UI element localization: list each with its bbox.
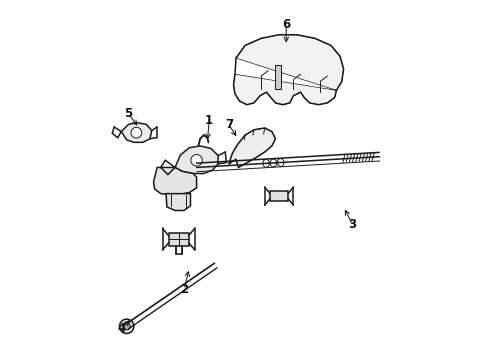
Polygon shape [275,65,281,89]
Polygon shape [175,146,218,174]
Polygon shape [166,194,191,211]
Text: 5: 5 [124,107,133,120]
Text: 6: 6 [282,18,291,31]
Polygon shape [270,191,288,201]
Polygon shape [234,35,343,105]
Polygon shape [122,123,152,142]
Text: 7: 7 [225,118,233,131]
Circle shape [123,323,130,330]
Text: 4: 4 [117,322,125,335]
Circle shape [131,127,142,138]
Text: 3: 3 [348,218,357,231]
Polygon shape [229,128,275,167]
Text: 2: 2 [180,283,188,296]
Circle shape [120,319,134,333]
Circle shape [191,154,202,166]
Polygon shape [169,233,189,246]
Text: 1: 1 [205,114,213,127]
Polygon shape [153,167,196,195]
